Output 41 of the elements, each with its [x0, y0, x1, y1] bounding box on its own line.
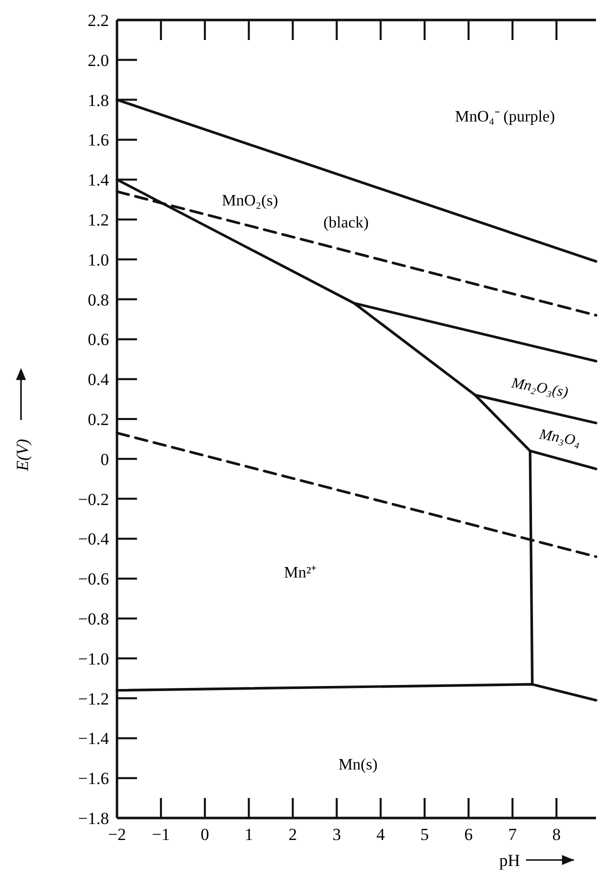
y-tick-label: 0	[100, 450, 109, 469]
y-tick-label: −0.8	[78, 609, 109, 628]
y-tick-label: 1.6	[88, 130, 109, 150]
y-tick-label: 0.6	[88, 330, 109, 350]
x-tick-label: −2	[108, 825, 126, 844]
y-tick-label: 2.2	[88, 10, 109, 30]
annotation: Mn²⁺	[284, 564, 316, 582]
y-tick-label: 0.8	[88, 290, 109, 310]
x-tick-label: 0	[200, 825, 210, 844]
annotation: MnO₂(s)	[222, 192, 278, 210]
y-tick-label: 0.2	[88, 410, 109, 429]
x-tick-label: 3	[332, 825, 341, 844]
y-axis-title: E(V)	[13, 438, 32, 472]
annotation: Mn₃O₄	[537, 426, 582, 450]
y-tick-label: −1.6	[78, 769, 109, 788]
x-tick-label: 4	[376, 825, 386, 844]
x-tick-label: −1	[152, 825, 170, 844]
annotation: Mn(s)	[338, 756, 378, 774]
y-tick-label: −1.8	[78, 808, 109, 828]
y-tick-label: 1.4	[88, 170, 110, 190]
y-tick-label: −1.4	[78, 729, 110, 748]
y-tick-label: 1.2	[88, 210, 109, 230]
x-tick-label: 6	[464, 825, 473, 844]
x-tick-label: 5	[420, 825, 429, 844]
y-tick-label: 2.0	[88, 50, 109, 70]
y-tick-label: 0.4	[88, 370, 110, 390]
annotation: MnO₄⁻ (purple)	[455, 108, 555, 126]
y-tick-label: −0.6	[78, 570, 109, 589]
x-axis-title: pH	[499, 851, 520, 870]
x-tick-label: 1	[244, 825, 254, 844]
x-tick-label: 2	[288, 825, 298, 844]
x-tick-label: 8	[552, 825, 561, 844]
y-tick-label: −0.2	[78, 490, 109, 509]
y-tick-label: −0.4	[78, 530, 110, 549]
y-tick-label: 1.8	[88, 90, 109, 110]
y-tick-label: 1.0	[88, 250, 109, 270]
y-tick-label: −1.0	[78, 649, 109, 668]
y-tick-label: −1.2	[78, 689, 109, 708]
annotation: Mn₂O₃(s)	[509, 375, 570, 402]
annotation: (black)	[323, 214, 369, 232]
x-tick-label: 7	[508, 825, 518, 844]
